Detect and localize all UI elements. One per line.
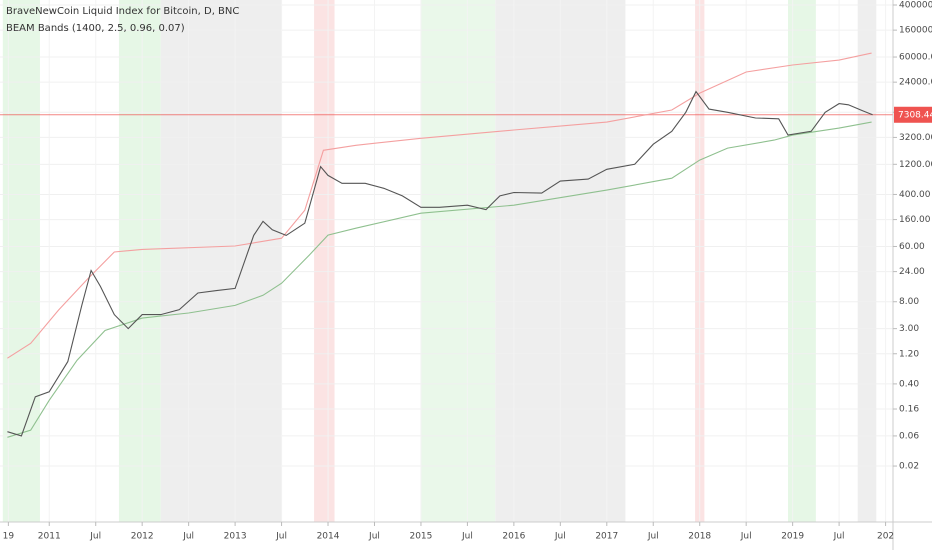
y-tick-label: 160000.00: [899, 26, 932, 36]
x-tick-label: Jul: [833, 532, 845, 542]
x-tick-label: 2015: [409, 532, 432, 542]
shaded-zone: [160, 0, 282, 522]
series-line: [7, 90, 873, 437]
y-tick-label: 400000.00: [899, 1, 932, 11]
y-tick-label: 400.00: [899, 190, 931, 200]
last-price-box: [894, 106, 932, 123]
x-tick-label: 2016: [502, 532, 525, 542]
y-tick-label: 160.00: [899, 215, 931, 225]
x-tick-label: Jul: [647, 532, 659, 542]
x-tick-label: Jul: [275, 532, 287, 542]
x-tick-label: 2018: [688, 532, 711, 542]
y-tick-label: 0.40: [899, 379, 919, 389]
x-tick-label: Jul: [89, 532, 101, 542]
y-tick-label: 24.00: [899, 267, 925, 277]
y-tick-label: 0.02: [899, 462, 919, 472]
x-tick-label: 19: [3, 532, 15, 542]
x-tick-label: 2014: [317, 532, 340, 542]
x-tick-label: 202: [877, 532, 894, 542]
x-tick-label: 2013: [224, 532, 247, 542]
x-tick-label: 2012: [131, 532, 154, 542]
y-tick-label: 3200.00: [899, 133, 932, 143]
y-tick-label: 60000.00: [899, 53, 932, 63]
y-tick-label: 24000.00: [899, 78, 932, 88]
chart-title: BraveNewCoin Liquid Index for Bitcoin, D…: [6, 6, 239, 17]
last-price-label: 7308.44: [898, 110, 932, 120]
x-tick-label: 2011: [38, 532, 61, 542]
y-tick-label: 0.16: [899, 405, 919, 415]
shaded-zone: [857, 0, 877, 522]
x-tick-label: 2017: [595, 532, 618, 542]
shaded-zone: [314, 0, 335, 522]
x-tick-label: 2019: [781, 532, 804, 542]
x-tick-label: Jul: [182, 532, 194, 542]
y-tick-label: 0.06: [899, 431, 919, 441]
x-tick-label: Jul: [554, 532, 566, 542]
y-tick-label: 8.00: [899, 297, 919, 307]
x-tick-label: Jul: [368, 532, 380, 542]
x-tick-label: Jul: [461, 532, 473, 542]
y-tick-label: 1.20: [899, 349, 919, 359]
shaded-zone: [420, 0, 496, 522]
y-tick-label: 3.00: [899, 324, 919, 334]
x-tick-label: Jul: [740, 532, 752, 542]
y-tick-label: 1200.00: [899, 160, 932, 170]
shaded-zone: [118, 0, 161, 522]
plot-area: [0, 0, 893, 522]
series-line: [7, 121, 872, 438]
chart-subtitle: BEAM Bands (1400, 2.5, 0.96, 0.07): [6, 23, 185, 34]
y-tick-label: 60.00: [899, 242, 925, 252]
series-line: [7, 52, 872, 359]
